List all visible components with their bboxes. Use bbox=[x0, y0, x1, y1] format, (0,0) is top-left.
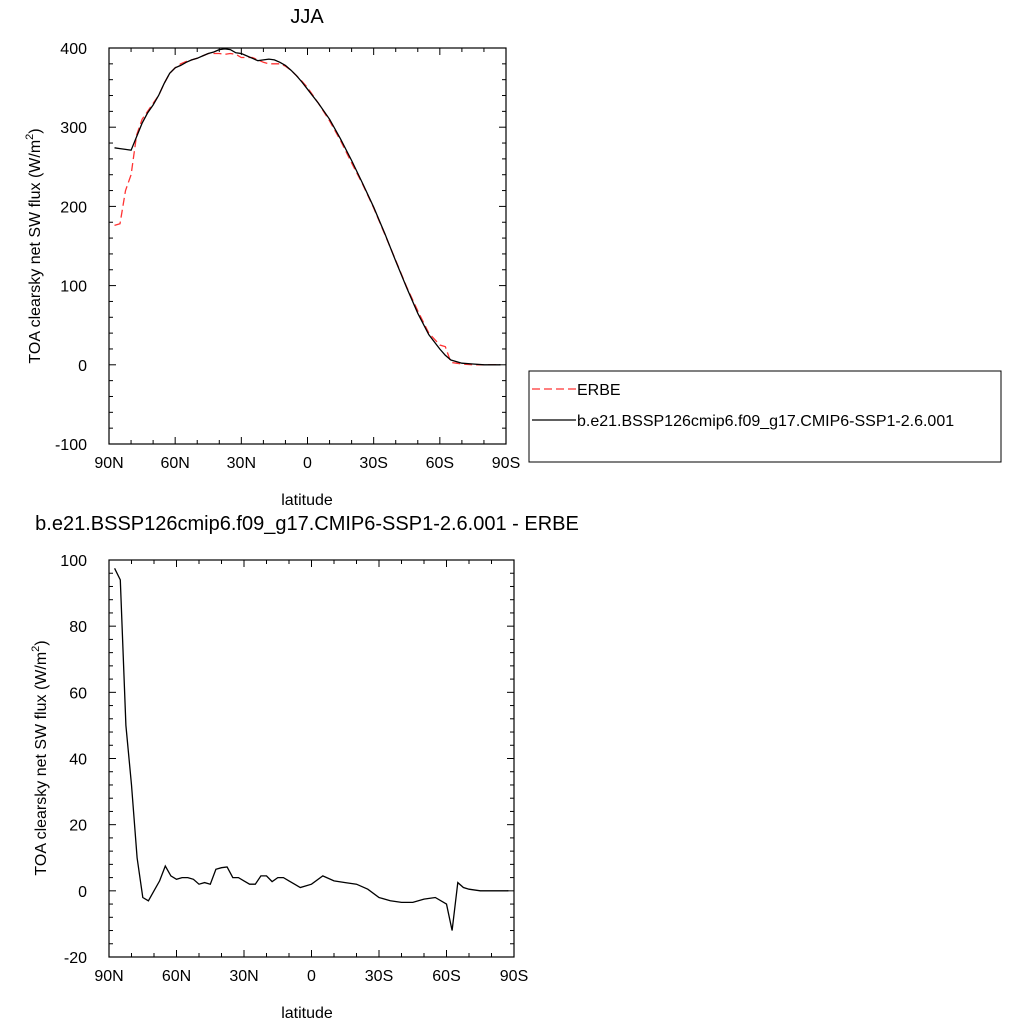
y-tick-label: 200 bbox=[60, 199, 87, 216]
series-line-erbe bbox=[114, 52, 501, 366]
top-x-axis-label: latitude bbox=[281, 492, 333, 509]
bottom-y-axis-label: TOA clearsky net SW flux (W/m2) bbox=[30, 640, 50, 875]
top-series-lines bbox=[114, 48, 501, 366]
x-tick-label: 60S bbox=[426, 455, 454, 472]
series-line-0-1 bbox=[114, 48, 501, 366]
y-tick-label: 0 bbox=[78, 358, 87, 375]
y-tick-label: 400 bbox=[60, 41, 87, 58]
top-y-axis-label-main: TOA clearsky net SW flux (W/m bbox=[27, 140, 44, 364]
y-tick-label: -100 bbox=[55, 437, 87, 454]
x-tick-label: 60N bbox=[162, 968, 191, 985]
x-tick-label: 30N bbox=[227, 455, 256, 472]
y-tick-label: 100 bbox=[60, 553, 87, 570]
y-tick-label: -20 bbox=[64, 950, 87, 967]
legend-label-model: b.e21.BSSP126cmip6.f09_g17.CMIP6-SSP1-2.… bbox=[577, 413, 954, 430]
x-tick-label: 30S bbox=[359, 455, 387, 472]
x-tick-label: 90S bbox=[500, 968, 528, 985]
top-axis-ticks bbox=[108, 47, 507, 445]
bottom-y-axis-label-main: TOA clearsky net SW flux (W/m bbox=[33, 652, 50, 876]
x-tick-label: 90N bbox=[94, 968, 123, 985]
x-tick-label: 30S bbox=[365, 968, 393, 985]
top-y-axis-label-sup: 2 bbox=[24, 134, 36, 140]
legend-box bbox=[528, 370, 1002, 463]
y-tick-label: 300 bbox=[60, 120, 87, 137]
bottom-chart-title: b.e21.BSSP126cmip6.f09_g17.CMIP6-SSP1-2.… bbox=[35, 513, 579, 535]
x-tick-label: 90N bbox=[94, 455, 123, 472]
top-tick-labels: 90N 60N 30N 0 30S 60S 90S -100 0 100 200 300 400 bbox=[55, 41, 520, 472]
y-tick-label: 60 bbox=[69, 685, 87, 702]
top-plot-frame bbox=[108, 47, 507, 445]
bottom-y-axis-label-sup: 2 bbox=[30, 646, 42, 652]
x-tick-label: 0 bbox=[307, 968, 316, 985]
bottom-series-lines bbox=[114, 568, 509, 931]
top-chart-title: JJA bbox=[290, 6, 324, 28]
y-tick-label: 80 bbox=[69, 619, 87, 636]
x-tick-label: 60S bbox=[432, 968, 460, 985]
top-chart-panel: JJA 90N 60N 30N 0 30S 60S 90S -100 0 100 200 300 400… bbox=[24, 6, 520, 509]
bottom-tick-labels: 90N 60N 30N 0 30S 60S 90S -20 0 20 40 60 80 100 bbox=[60, 553, 528, 985]
bottom-axis-ticks bbox=[108, 559, 515, 958]
legend: ERBE b.e21.BSSP126cmip6.f09_g17.CMIP6-SS… bbox=[528, 370, 1002, 463]
series-line-1-0 bbox=[114, 568, 509, 931]
x-tick-label: 90S bbox=[492, 455, 520, 472]
top-y-axis-label-close: ) bbox=[27, 128, 44, 133]
bottom-y-axis-label-close: ) bbox=[33, 640, 50, 645]
y-tick-label: 100 bbox=[60, 279, 87, 296]
x-tick-label: 0 bbox=[303, 455, 312, 472]
legend-label-erbe: ERBE bbox=[577, 382, 621, 399]
x-tick-label: 30N bbox=[229, 968, 258, 985]
y-tick-label: 40 bbox=[69, 752, 87, 769]
bottom-chart-panel: b.e21.BSSP126cmip6.f09_g17.CMIP6-SSP1-2.… bbox=[30, 513, 579, 1022]
bottom-x-axis-label: latitude bbox=[281, 1005, 333, 1022]
y-tick-label: 0 bbox=[78, 884, 87, 901]
x-tick-label: 60N bbox=[160, 455, 189, 472]
y-tick-label: 20 bbox=[69, 818, 87, 835]
top-y-axis-label: TOA clearsky net SW flux (W/m2) bbox=[24, 128, 44, 363]
bottom-plot-frame bbox=[108, 559, 515, 958]
